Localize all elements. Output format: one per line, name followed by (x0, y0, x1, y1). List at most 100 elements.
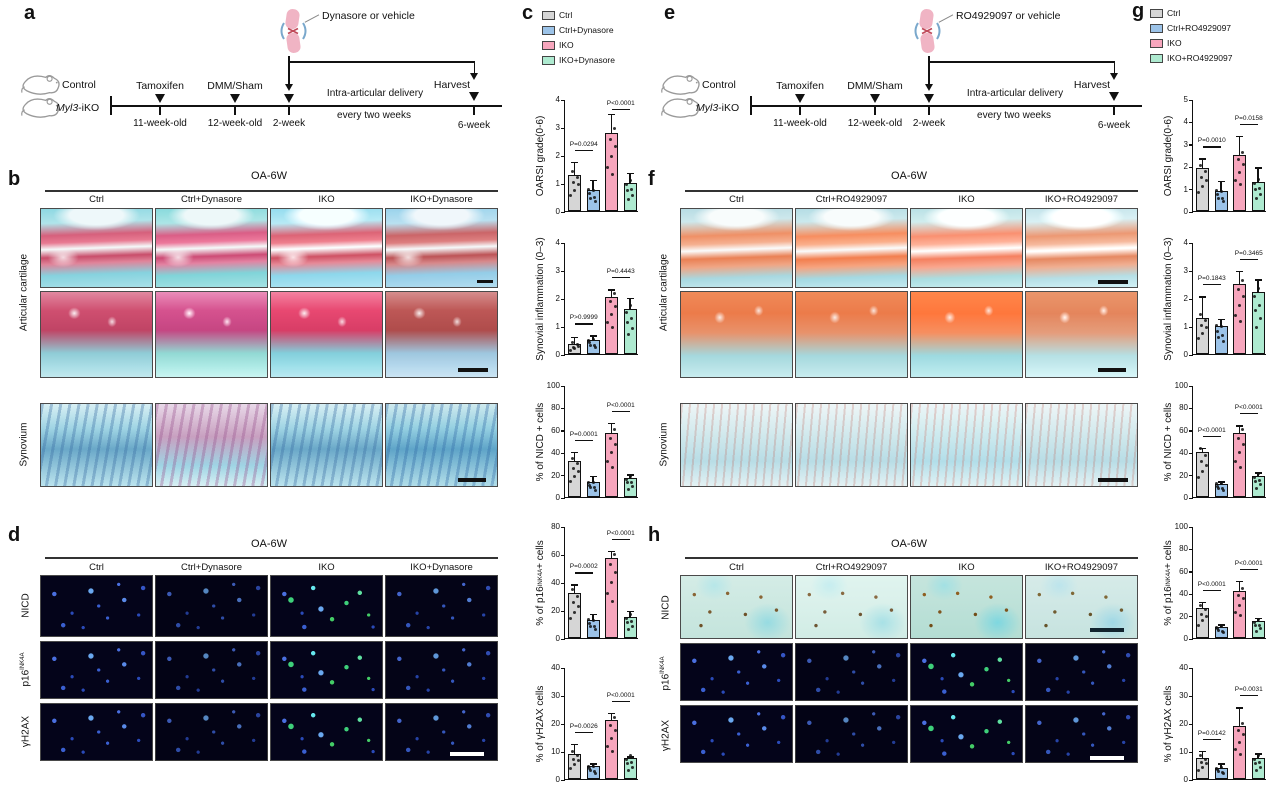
data-point (571, 181, 575, 185)
y-tick (1189, 298, 1193, 300)
row-label-articular-cartilage: Articular cartilage (658, 253, 670, 332)
error-bar-cap (608, 712, 615, 715)
y-tick-label: 20 (1179, 470, 1188, 480)
data-point (625, 616, 628, 620)
error-bar-cap (589, 763, 597, 765)
error-bar-cap (589, 613, 597, 616)
tick (473, 106, 475, 115)
legend-g: Ctrl Ctrl+RO4929097 IKO IKO+RO4929097 (1150, 8, 1232, 68)
significance-line (1239, 413, 1258, 415)
plot-area: % of p16 INK4A + cells 0 20 40 60 80 P=0.0002 P<… (535, 522, 638, 643)
y-tick (561, 211, 565, 213)
data-point (1237, 451, 1241, 455)
y-tick-label: 100 (546, 381, 560, 390)
tick (234, 106, 236, 115)
micrograph-h-row0-IKO+RO4929097 (1025, 575, 1138, 639)
data-point (1259, 192, 1262, 196)
significance-line (1202, 590, 1221, 592)
y-tick (561, 385, 565, 387)
error-bar-cap (571, 161, 578, 163)
y-tick (1189, 526, 1193, 528)
scale-bar (450, 752, 484, 756)
error-bar-cap (589, 335, 597, 337)
panel-title: OA-6W (250, 170, 288, 182)
data-point (626, 189, 629, 193)
error-bar (1238, 425, 1241, 435)
error-bar (592, 475, 594, 484)
legend-swatch (542, 40, 555, 50)
column-label-Ctrl: Ctrl (729, 562, 744, 573)
data-point (593, 624, 596, 628)
data-point (1203, 453, 1207, 457)
tick (288, 106, 290, 115)
data-point (1233, 178, 1237, 182)
panel-label-a: a (24, 2, 36, 24)
micrograph-h-row0-Ctrl+RO4929097 (795, 575, 908, 639)
data-point (1236, 158, 1240, 162)
bar-Ctrl (1196, 317, 1209, 354)
injection-arrow-line (928, 56, 930, 84)
micrograph-f-row2-IKO (910, 403, 1023, 487)
data-point (1222, 631, 1225, 635)
panel-label-d: d (8, 524, 21, 546)
scale-bar (1090, 628, 1124, 632)
row-label-p16: p16INK4A (20, 652, 32, 687)
data-point (1200, 469, 1204, 473)
mouse-line-control: Control (702, 79, 736, 91)
legend-swatch (542, 55, 555, 65)
data-point (613, 728, 617, 732)
data-point (1220, 625, 1223, 629)
error-bar (1238, 135, 1241, 156)
data-point (1215, 766, 1218, 770)
y-tick (1189, 99, 1193, 101)
data-point (1216, 627, 1219, 631)
tick (799, 106, 801, 115)
mouse-glyph (21, 75, 60, 95)
p-value: P=0.4443 (606, 268, 635, 276)
legend-swatch (1150, 8, 1163, 18)
data-point (1240, 721, 1244, 725)
y-tick-label: 3 (555, 266, 560, 275)
column-label-Ctrl: Ctrl (89, 562, 104, 573)
data-point (1196, 191, 1200, 195)
data-point (1200, 331, 1204, 335)
y-tick (1189, 638, 1193, 640)
error-bar (592, 179, 594, 191)
row-label-nicd: NICD (20, 593, 32, 618)
injection-arrow-line (288, 56, 290, 84)
micrograph-d-row1-Ctrl (40, 641, 153, 699)
significance-line (1239, 123, 1258, 126)
data-point (1258, 303, 1261, 307)
data-point (613, 570, 617, 574)
mouse-icon (20, 74, 62, 96)
column-label-Ctrl+Dynasore: Ctrl+Dynasore (181, 562, 242, 573)
p-value: P=0.0142 (1197, 729, 1226, 737)
gene-suffix: -iKO (78, 102, 100, 114)
data-point (626, 762, 629, 765)
data-point (589, 769, 592, 773)
micrograph-d-row1-Ctrl+Dynasore (155, 641, 268, 699)
chart-nicd-cells: % of NICD + cells 0 20 40 60 80 100 P=0.0001 P<0… (524, 370, 642, 513)
y-axis-label: % of NICD + cells (1162, 402, 1174, 482)
micrograph-h-row2-IKO (910, 705, 1023, 763)
panel-label-c: c (522, 2, 534, 24)
bracket-arrowhead (1110, 73, 1118, 80)
data-point (587, 618, 590, 622)
panel-b-histology: Ctrl Ctrl+Dynasore IKO IKO+Dynasore b OA-6W Ar… (0, 150, 525, 520)
micrograph-h-row2-IKO+RO4929097 (1025, 705, 1138, 763)
plot-area: % of p16 INK4A + cells 0 20 40 60 80 100 P<0.000… (1163, 522, 1266, 643)
y-tick (1189, 326, 1193, 328)
data-point (1198, 754, 1202, 758)
p-value: P=0.0001 (569, 431, 598, 439)
data-point (1241, 442, 1245, 446)
column-label-IKO+RO4929097: IKO+RO4929097 (1044, 562, 1119, 573)
harvest-label: Harvest (1073, 79, 1111, 91)
data-point (1220, 189, 1223, 193)
data-point (575, 343, 579, 347)
y-tick (561, 354, 565, 356)
data-point (1254, 762, 1257, 765)
error-bar-cap (1236, 425, 1243, 427)
column-label-IKO: IKO (958, 194, 975, 205)
chart-nicd-cells: % of NICD + cells 0 20 40 60 80 100 P<0.0001 P<0… (1152, 370, 1270, 513)
